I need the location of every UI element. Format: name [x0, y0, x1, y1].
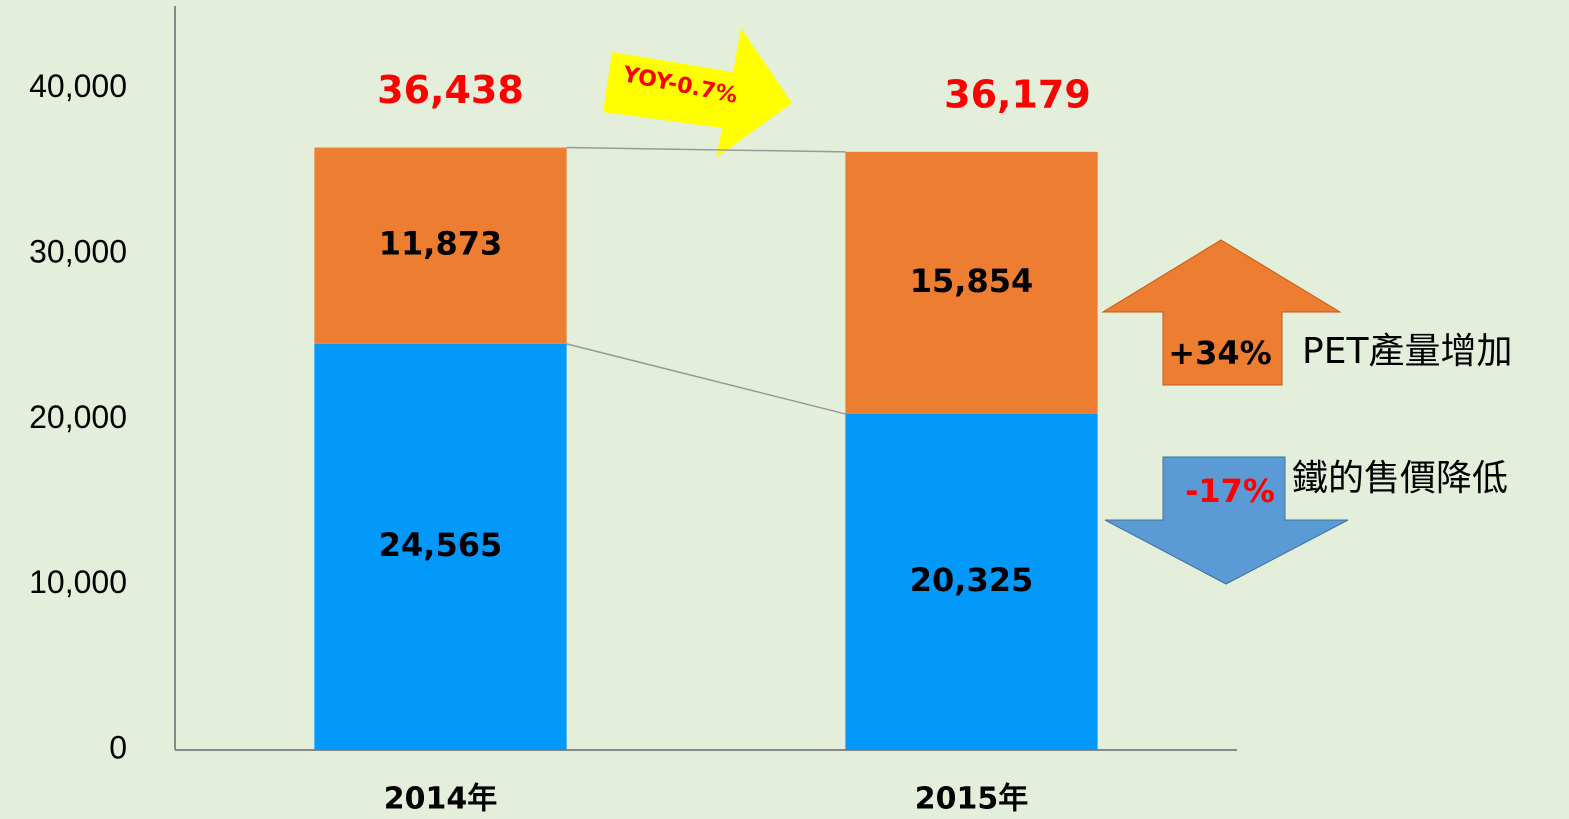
- up-arrow: [1101, 239, 1342, 386]
- bar-segment: [845, 151, 1098, 414]
- connector: [566, 343, 846, 415]
- y-tick-label: 10,000: [29, 564, 127, 600]
- yoy-arrow: [603, 28, 792, 158]
- y-tick-label: 0: [109, 729, 127, 765]
- iron-text: 鐵的售價降低: [1292, 458, 1508, 499]
- x-tick-label: 2015年: [915, 782, 1029, 817]
- value-label: 20,325: [910, 561, 1033, 599]
- value-label: 11,873: [379, 225, 502, 263]
- iron-change: -17%: [1185, 472, 1275, 510]
- total-label: 36,438: [377, 68, 524, 112]
- x-tick-label: 2014年: [384, 782, 498, 817]
- bar-segment: [314, 147, 567, 344]
- down-arrow: [1104, 456, 1349, 585]
- pet-text: PET產量增加: [1302, 331, 1512, 372]
- bar-segment: [845, 413, 1098, 750]
- y-tick-label: 40,000: [29, 68, 127, 104]
- y-tick-label: 20,000: [29, 399, 127, 435]
- connector: [566, 146, 846, 153]
- pet-change: +34%: [1168, 334, 1271, 372]
- bar-segment: [314, 343, 567, 750]
- total-label: 36,179: [944, 72, 1091, 116]
- value-label: 15,854: [910, 262, 1033, 300]
- value-label: 24,565: [379, 526, 502, 564]
- y-tick-label: 30,000: [29, 233, 127, 269]
